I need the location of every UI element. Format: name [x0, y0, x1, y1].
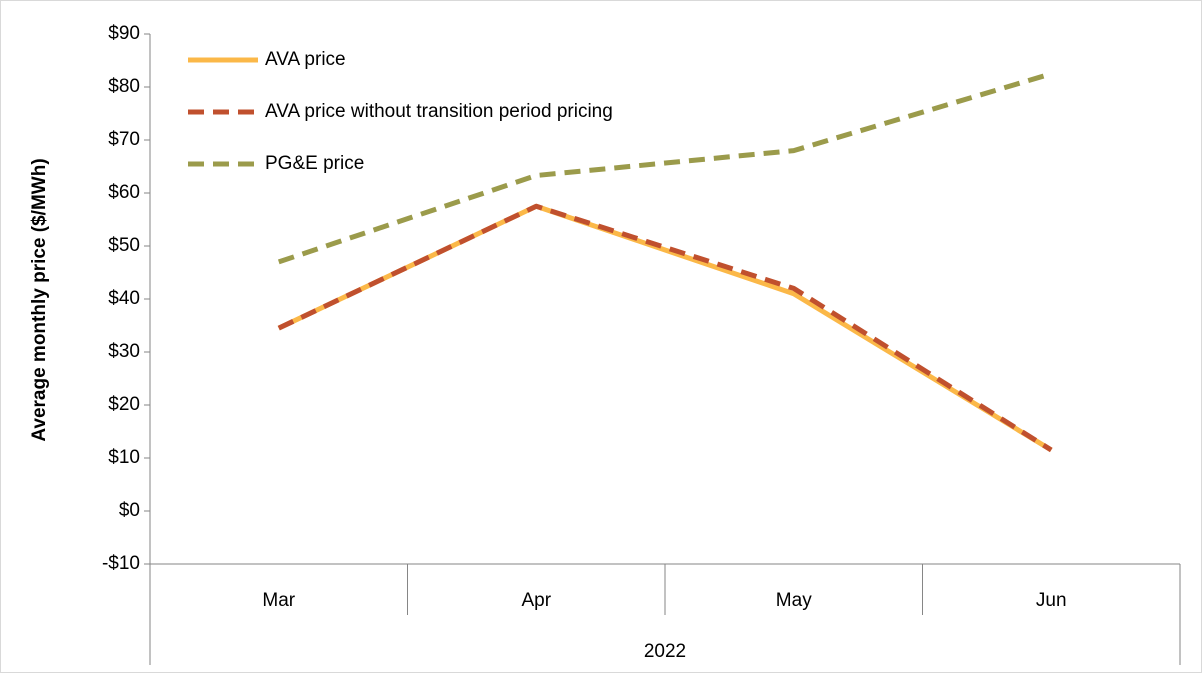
- x-tick-label: Apr: [521, 590, 551, 611]
- y-tick-label: $80: [108, 76, 140, 97]
- y-tick-label: $20: [108, 394, 140, 415]
- series-line: [277, 71, 1052, 265]
- y-tick-label: $50: [108, 235, 140, 256]
- y-tick-label: $40: [108, 288, 140, 309]
- legend-label: AVA price: [265, 49, 346, 70]
- legend-label: AVA price without transition period pric…: [265, 101, 613, 122]
- series-line: [277, 203, 1053, 453]
- x-tick-label: May: [776, 590, 812, 611]
- y-tick-label: $0: [119, 500, 140, 521]
- category-group-label: 2022: [644, 641, 686, 662]
- series-line: [277, 203, 1053, 453]
- x-tick-label: Mar: [262, 590, 295, 611]
- y-tick-label: -$10: [102, 553, 140, 574]
- y-tick-label: $90: [108, 23, 140, 44]
- y-tick-label: $10: [108, 447, 140, 468]
- y-tick-label: $60: [108, 182, 140, 203]
- legend-label: PG&E price: [265, 153, 364, 174]
- y-axis-label: Average monthly price ($/MWh): [29, 158, 50, 441]
- x-tick-label: Jun: [1036, 590, 1067, 611]
- y-tick-label: $70: [108, 129, 140, 150]
- y-tick-label: $30: [108, 341, 140, 362]
